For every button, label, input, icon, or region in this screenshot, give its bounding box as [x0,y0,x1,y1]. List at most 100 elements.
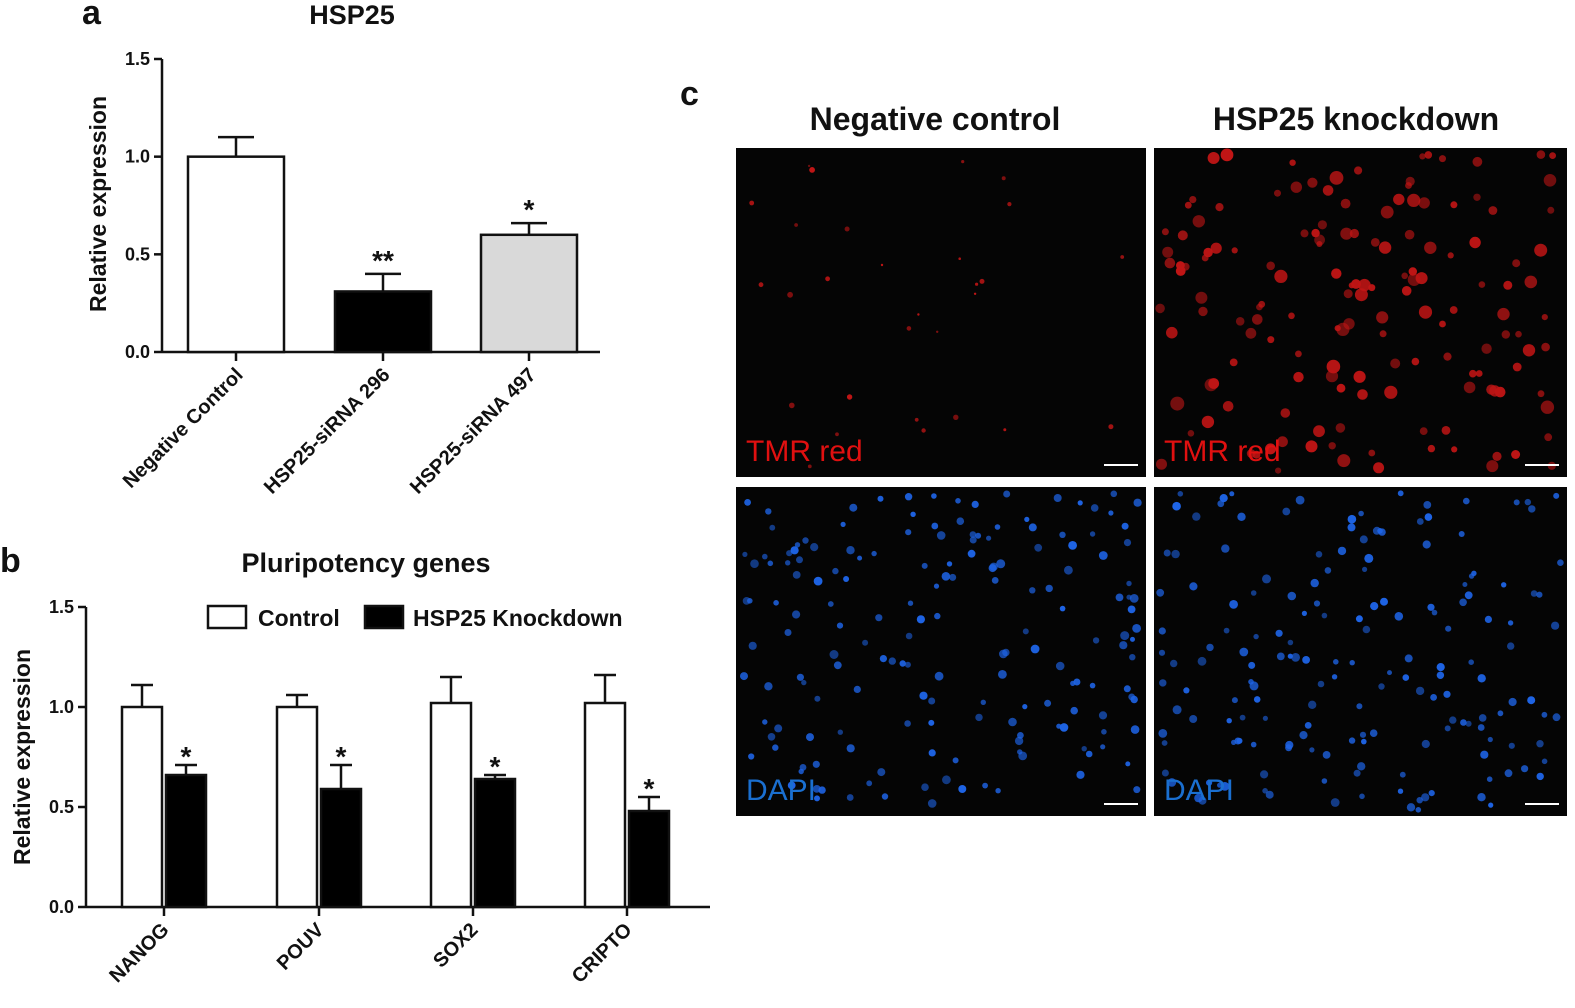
cell-mark [1379,330,1387,338]
cell-mark [1299,731,1308,740]
cell-mark [975,282,979,286]
cell-mark [1310,578,1319,588]
cell-mark [996,559,1006,569]
cell-mark [1293,371,1304,383]
cell-mark [982,782,988,789]
cell-mark [1275,467,1282,474]
cell-mark [931,522,939,530]
panel-b-legend-swatch [206,604,248,630]
cell-mark [825,276,830,282]
cell-mark [1307,177,1318,188]
cell-mark [787,291,793,298]
cell-mark [764,682,773,691]
cell-mark [1557,559,1564,566]
cell-mark [1172,501,1181,511]
cell-mark [1161,769,1169,777]
cell-mark [758,282,764,288]
cell-mark [1354,288,1368,302]
cell-mark [740,672,748,681]
cell-mark [1237,512,1246,521]
cell-mark [928,749,936,757]
cell-mark [949,573,957,581]
cell-mark [1422,540,1431,549]
cell-mark [1133,786,1141,794]
panel-b-bar [583,701,627,909]
cell-mark [1044,699,1052,707]
cell-mark [1266,261,1275,271]
cell-mark [772,744,779,751]
cell-mark [1252,314,1263,325]
cell-mark [796,673,805,681]
cell-mark [1521,765,1529,773]
cell-mark [1239,647,1249,657]
panel-a-significance-mark: * [524,194,535,225]
cell-mark [1098,711,1108,720]
cell-mark [1512,362,1522,372]
panel-a-y-tick-label: 1.5 [125,49,150,69]
panel-a-y-tick-label: 0.5 [125,244,150,264]
cell-mark [1275,629,1283,637]
cell-mark [1390,358,1401,369]
cell-mark [1133,498,1142,507]
cell-mark [1478,714,1487,722]
cell-mark [1056,723,1062,729]
cell-mark [1130,725,1140,734]
cell-mark [1507,642,1515,650]
column-title-negative-control: Negative control [810,101,1061,137]
cell-mark [1477,674,1486,683]
cell-mark [1085,750,1093,758]
cell-mark [1276,652,1285,661]
panel-b-bar [164,773,208,909]
cell-mark [1552,713,1561,722]
cell-mark [1089,531,1096,537]
cell-mark [785,560,791,566]
cell-mark [1443,352,1452,361]
cell-mark [767,733,776,741]
panel-a-bar-chart: a HSP25 Relative expression 0.0 0.5 1.0 1.5… [82,0,600,498]
panel-b-y-tick-label: 1.5 [49,597,74,617]
cell-mark [941,572,951,581]
cell-mark [1282,507,1291,516]
cell-mark [1077,500,1083,506]
cell-mark [1416,518,1424,525]
cell-mark [1068,541,1077,550]
cell-mark [910,511,916,517]
cell-mark [1120,255,1125,259]
cell-mark [762,719,768,725]
cell-mark [979,278,985,284]
cell-mark [1336,383,1346,393]
cell-mark [762,553,768,560]
cell-mark [1234,737,1242,745]
cell-mark [1328,442,1336,450]
cell-mark [833,661,842,670]
cell-mark [994,524,1001,530]
cell-mark [1404,654,1413,663]
cell-mark [1553,492,1560,499]
cell-mark [1347,523,1356,532]
cell-mark [1331,674,1338,680]
cell-mark [748,641,757,650]
cell-mark [1541,314,1548,321]
cell-mark [1419,153,1426,160]
cell-mark [784,629,792,636]
cell-mark [1250,741,1257,748]
cell-mark [1221,544,1230,553]
cell-mark [1170,659,1178,668]
cell-mark [1441,426,1451,435]
cell-mark [1530,590,1538,597]
cell-mark [1321,778,1328,784]
cell-mark [1158,649,1166,656]
cell-mark [907,600,914,606]
cell-mark [1313,600,1321,607]
cell-mark [1280,408,1291,418]
panel-b-legend-swatch [363,604,405,630]
cell-mark [829,650,839,659]
cell-mark [1309,747,1315,753]
cell-mark [1110,490,1118,498]
cell-mark [1416,797,1423,804]
cell-mark [773,600,779,606]
cell-mark [1300,229,1309,238]
cell-mark [1167,778,1177,787]
panel-b-y-tick-label: 1.0 [49,697,74,717]
cell-mark [995,788,1001,794]
